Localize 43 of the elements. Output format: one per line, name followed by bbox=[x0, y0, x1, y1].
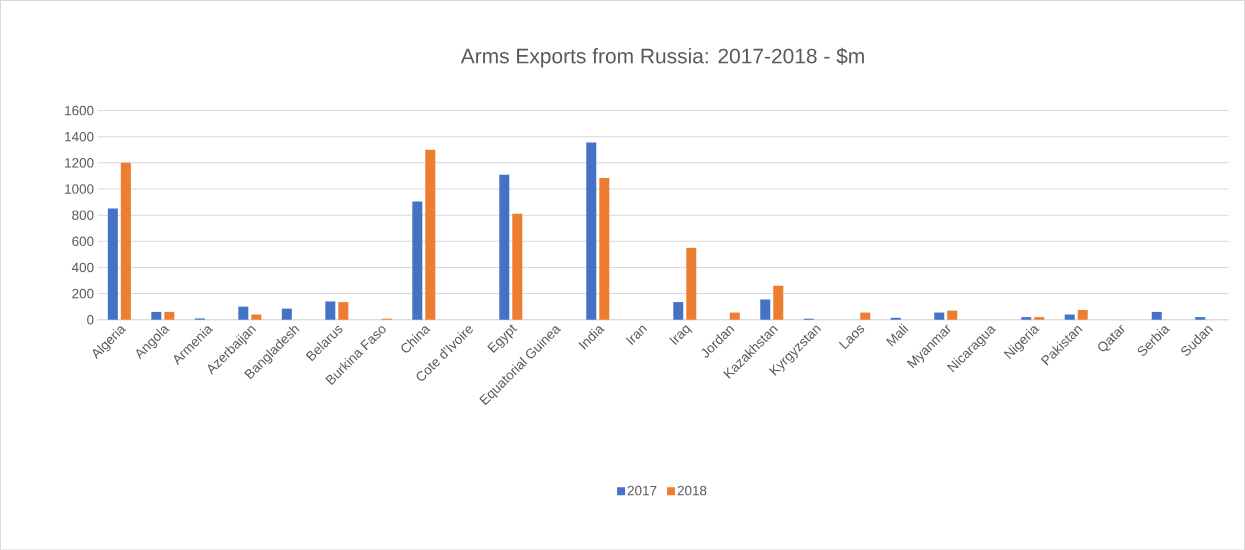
bar bbox=[251, 314, 262, 320]
bar bbox=[120, 162, 131, 320]
chart-title: Arms Exports from Russia: 2017-2018 - $m bbox=[460, 47, 864, 68]
bar bbox=[934, 312, 945, 320]
legend-label: 2017 bbox=[627, 485, 657, 496]
bar bbox=[164, 311, 175, 320]
bar bbox=[1021, 316, 1032, 320]
bar bbox=[1064, 314, 1075, 320]
bar bbox=[325, 301, 336, 320]
y-tick-label: 1200 bbox=[65, 157, 94, 168]
bar bbox=[673, 301, 684, 320]
legend-label: 2018 bbox=[677, 485, 707, 496]
bar bbox=[1195, 316, 1206, 320]
bar bbox=[412, 201, 423, 320]
bar bbox=[947, 310, 958, 320]
bar bbox=[860, 312, 871, 320]
bar bbox=[1034, 316, 1045, 320]
bar bbox=[238, 306, 249, 320]
bar bbox=[425, 149, 436, 320]
bar bbox=[499, 174, 510, 320]
bar bbox=[151, 311, 162, 320]
x-tick-label: Iraq bbox=[669, 324, 693, 345]
bar bbox=[686, 247, 697, 320]
bar bbox=[599, 177, 610, 320]
x-tick-label: Iran bbox=[625, 325, 648, 345]
bar bbox=[773, 285, 784, 320]
y-tick-label: 1000 bbox=[65, 184, 94, 194]
y-tick-label: 1600 bbox=[65, 105, 94, 116]
y-tick-label: 600 bbox=[72, 236, 94, 246]
y-tick-label: 1400 bbox=[65, 131, 94, 142]
y-tick-label: 800 bbox=[72, 210, 94, 220]
bar bbox=[1077, 309, 1088, 320]
y-tick-label: 400 bbox=[71, 262, 94, 272]
bar bbox=[586, 142, 597, 320]
bar bbox=[729, 312, 740, 320]
bar bbox=[107, 208, 118, 320]
bar bbox=[281, 308, 292, 320]
y-tick-label: 0 bbox=[87, 314, 94, 325]
bar bbox=[512, 213, 523, 320]
y-tick-label: 200 bbox=[72, 288, 94, 299]
bar bbox=[1151, 311, 1162, 320]
bar bbox=[338, 301, 349, 320]
bar bbox=[760, 299, 771, 320]
